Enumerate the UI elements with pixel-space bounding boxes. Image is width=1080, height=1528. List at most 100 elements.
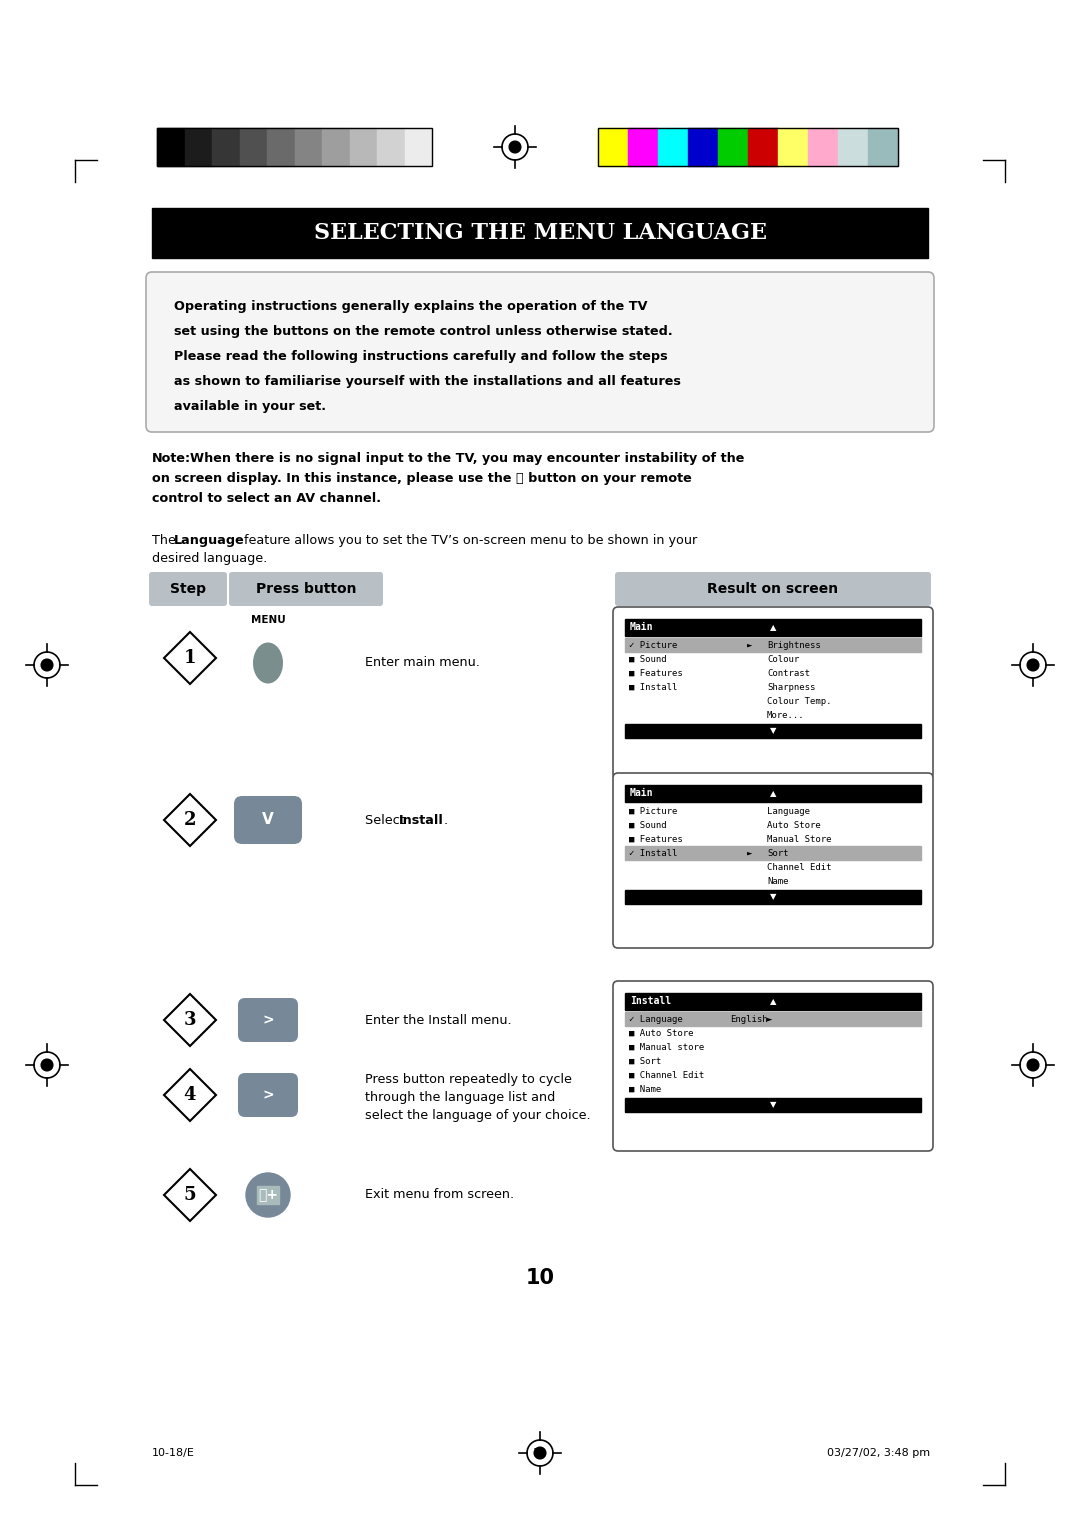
- Text: Install: Install: [630, 996, 671, 1007]
- Text: Install: Install: [399, 813, 444, 827]
- FancyBboxPatch shape: [613, 981, 933, 1151]
- FancyBboxPatch shape: [234, 796, 302, 843]
- Text: >: >: [262, 1013, 274, 1027]
- Text: ✓ Install: ✓ Install: [629, 848, 677, 857]
- Circle shape: [41, 1059, 53, 1071]
- Text: through the language list and: through the language list and: [365, 1091, 555, 1105]
- Bar: [185, 128, 212, 167]
- Text: ■ Features: ■ Features: [629, 669, 683, 677]
- Bar: [625, 724, 921, 738]
- Text: Step: Step: [170, 582, 206, 596]
- Text: 4: 4: [184, 1086, 197, 1105]
- Text: 03/27/02, 3:48 pm: 03/27/02, 3:48 pm: [827, 1449, 930, 1458]
- Text: Manual Store: Manual Store: [767, 834, 832, 843]
- Bar: [627, 128, 658, 167]
- Bar: [625, 619, 921, 636]
- Bar: [625, 1012, 921, 1025]
- FancyBboxPatch shape: [615, 571, 931, 607]
- Text: ■ Sort: ■ Sort: [629, 1056, 661, 1065]
- Text: 10: 10: [534, 1449, 546, 1458]
- Bar: [868, 128, 897, 167]
- Bar: [405, 128, 432, 167]
- Bar: [157, 128, 432, 167]
- Bar: [748, 128, 778, 167]
- Bar: [688, 128, 718, 167]
- Bar: [625, 785, 921, 802]
- Text: Operating instructions generally explains the operation of the TV: Operating instructions generally explain…: [174, 299, 648, 313]
- Bar: [778, 128, 808, 167]
- Text: 3: 3: [184, 1012, 197, 1028]
- FancyBboxPatch shape: [229, 571, 383, 607]
- Text: ■ Sound: ■ Sound: [629, 821, 666, 830]
- Text: Please read the following instructions carefully and follow the steps: Please read the following instructions c…: [174, 350, 667, 364]
- FancyBboxPatch shape: [149, 571, 227, 607]
- Text: Colour Temp.: Colour Temp.: [767, 697, 832, 706]
- Text: ■ Channel Edit: ■ Channel Edit: [629, 1071, 704, 1079]
- Bar: [267, 128, 295, 167]
- Text: Name: Name: [767, 877, 788, 886]
- Text: ■ Auto Store: ■ Auto Store: [629, 1028, 693, 1038]
- Bar: [598, 128, 897, 167]
- Bar: [625, 847, 921, 860]
- Text: Note:: Note:: [152, 452, 191, 465]
- Ellipse shape: [254, 643, 282, 683]
- Text: Enter main menu.: Enter main menu.: [365, 657, 480, 669]
- Text: Result on screen: Result on screen: [707, 582, 838, 596]
- Text: Enter the Install menu.: Enter the Install menu.: [365, 1013, 512, 1027]
- Bar: [157, 128, 185, 167]
- Bar: [625, 639, 921, 652]
- Text: MENU: MENU: [251, 614, 285, 625]
- Circle shape: [41, 659, 53, 671]
- Circle shape: [535, 1447, 545, 1459]
- Text: More...: More...: [767, 711, 805, 720]
- Text: ■ Install: ■ Install: [629, 683, 677, 692]
- Text: SELECTING THE MENU LANGUAGE: SELECTING THE MENU LANGUAGE: [313, 222, 767, 244]
- Text: Sharpness: Sharpness: [767, 683, 815, 692]
- Text: The: The: [152, 533, 180, 547]
- FancyBboxPatch shape: [146, 272, 934, 432]
- Bar: [808, 128, 838, 167]
- Text: Colour: Colour: [767, 654, 799, 663]
- Text: Main: Main: [630, 622, 653, 633]
- Text: 2: 2: [184, 811, 197, 830]
- Text: desired language.: desired language.: [152, 552, 267, 565]
- Bar: [240, 128, 267, 167]
- Text: ⓘ+: ⓘ+: [258, 1187, 278, 1203]
- Text: Select: Select: [365, 813, 408, 827]
- Text: 10-18/E: 10-18/E: [152, 1449, 194, 1458]
- Text: Brightness: Brightness: [767, 640, 821, 649]
- Circle shape: [1027, 1059, 1039, 1071]
- Text: Language: Language: [174, 533, 245, 547]
- Text: ►: ►: [746, 848, 752, 857]
- Bar: [322, 128, 350, 167]
- Text: select the language of your choice.: select the language of your choice.: [365, 1109, 591, 1123]
- Bar: [838, 128, 868, 167]
- Text: ■ Features: ■ Features: [629, 834, 683, 843]
- Text: ▲: ▲: [770, 788, 777, 798]
- Text: ▼: ▼: [770, 892, 777, 902]
- Text: V: V: [262, 813, 274, 828]
- Text: >: >: [262, 1088, 274, 1102]
- Text: as shown to familiarise yourself with the installations and all features: as shown to familiarise yourself with th…: [174, 374, 680, 388]
- Text: Exit menu from screen.: Exit menu from screen.: [365, 1189, 514, 1201]
- Text: ■ Name: ■ Name: [629, 1085, 661, 1094]
- Text: .: .: [444, 813, 448, 827]
- Text: ■ Picture: ■ Picture: [629, 807, 677, 816]
- FancyBboxPatch shape: [613, 773, 933, 947]
- Text: Language: Language: [767, 807, 810, 816]
- Text: Sort: Sort: [767, 848, 788, 857]
- Text: 10: 10: [526, 1268, 554, 1288]
- Bar: [350, 128, 377, 167]
- Text: ✓ Language: ✓ Language: [629, 1015, 683, 1024]
- FancyBboxPatch shape: [238, 1073, 298, 1117]
- Text: Channel Edit: Channel Edit: [767, 862, 832, 871]
- Circle shape: [509, 141, 521, 153]
- Bar: [658, 128, 688, 167]
- Text: feature allows you to set the TV’s on-screen menu to be shown in your: feature allows you to set the TV’s on-sc…: [240, 533, 698, 547]
- Bar: [212, 128, 240, 167]
- Bar: [598, 128, 627, 167]
- Text: Auto Store: Auto Store: [767, 821, 821, 830]
- Text: ▲: ▲: [770, 996, 777, 1005]
- FancyBboxPatch shape: [613, 607, 933, 779]
- Text: ■ Sound: ■ Sound: [629, 654, 666, 663]
